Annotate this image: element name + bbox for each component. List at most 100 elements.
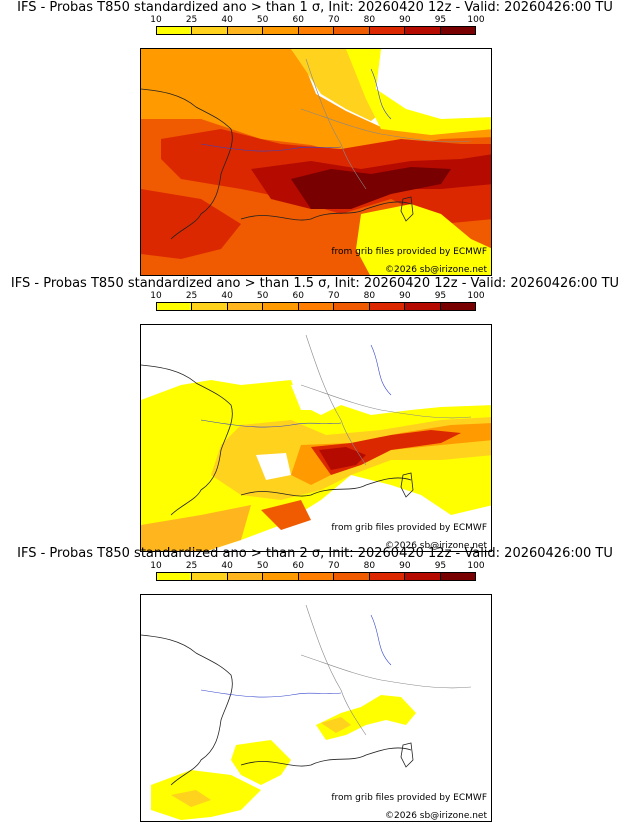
scale-tick-label: 25 [185,561,198,571]
corsica [400,472,414,498]
field-gold-alps [321,717,351,733]
scale-tick-label: 60 [292,15,304,25]
scale-segment [369,27,406,34]
border [305,58,367,190]
corsica [400,196,414,222]
data-credit: from grib files provided by ECMWF [331,247,487,257]
scale-tick-label: 40 [221,561,233,571]
scale-bar [156,302,476,311]
scale-tick-label: 100 [467,15,485,25]
scale-tick-label: 50 [256,15,269,25]
border-2 [300,654,472,689]
scale-bar [156,26,476,35]
scale-ticks: 10 25 40 50 60 70 80 90 95 100 [150,15,484,26]
river-2 [370,614,392,666]
color-scale: 10 25 40 50 60 70 80 90 95 100 [150,15,485,40]
scale-tick-label: 100 [467,561,485,571]
data-credit: from grib files provided by ECMWF [331,793,487,803]
scale-segment [227,27,264,34]
scale-segment [298,573,335,580]
field-darkred [319,447,366,470]
scale-segment [369,573,406,580]
scale-segment [440,573,475,580]
scale-segment [334,573,370,580]
scale-segment [263,27,299,34]
scale-tick-label: 100 [467,291,485,301]
scale-tick-label: 70 [328,15,340,25]
coastline [141,88,233,240]
scale-tick-label: 10 [150,291,162,301]
panel-title: IFS - Probas T850 standardized ano > tha… [17,0,613,15]
scale-tick-label: 95 [434,291,447,301]
scale-segment [405,303,441,310]
river-2 [370,344,392,396]
river [200,143,342,152]
field-yellow-east [346,49,491,135]
scale-segment [157,303,193,310]
hole-white [256,453,291,480]
border [305,334,367,466]
coastline-med [240,477,412,497]
coastline-med [240,747,412,767]
scale-segment [227,573,264,580]
scale-segment [192,27,228,34]
color-scale: 10 25 40 50 60 70 80 90 95 100 [150,291,485,316]
scale-segment [405,27,441,34]
panel-title: IFS - Probas T850 standardized ano > tha… [10,276,620,291]
field-gold-sw [171,790,211,807]
scale-segment [440,27,475,34]
scale-tick-label: 95 [434,15,447,25]
probability-map: from grib files provided by ECMWF ©2026 … [140,594,492,822]
river-2 [370,68,392,120]
scale-tick-label: 50 [256,291,269,301]
coastline [141,634,233,786]
hole-white-2 [291,380,321,410]
scale-tick-label: 60 [292,291,304,301]
scale-segment [298,27,335,34]
scale-tick-label: 25 [185,15,198,25]
color-scale: 10 25 40 50 60 70 80 90 95 100 [150,561,485,586]
field-gold-south [141,505,251,551]
scale-tick-label: 70 [328,561,340,571]
corsica [400,742,414,768]
copyright: ©2026 sb@irizone.net [385,265,487,275]
scale-segment [192,303,228,310]
probability-map: from grib files provided by ECMWF ©2026 … [140,48,492,276]
panel-title: IFS - Probas T850 standardized ano > tha… [17,546,613,561]
field-yellow-south [356,204,491,275]
scale-tick-label: 60 [292,561,304,571]
scale-ticks: 10 25 40 50 60 70 80 90 95 100 [150,561,484,572]
field-red-south [261,500,311,530]
scale-tick-label: 50 [256,561,269,571]
scale-segment [263,303,299,310]
scale-tick-label: 95 [434,561,447,571]
scale-segment [227,303,264,310]
scale-segment [157,27,193,34]
scale-segment [334,303,370,310]
copyright: ©2026 sb@irizone.net [385,811,487,821]
scale-tick-label: 80 [363,15,376,25]
probability-map: from grib files provided by ECMWF ©2026 … [140,324,492,552]
scale-segment [298,303,335,310]
scale-tick-label: 40 [221,291,233,301]
scale-tick-label: 90 [399,291,411,301]
coastline [141,364,233,516]
scale-ticks: 10 25 40 50 60 70 80 90 95 100 [150,291,484,302]
panel-1.5sigma: IFS - Probas T850 standardized ano > tha… [0,276,630,552]
scale-segment [263,573,299,580]
data-credit: from grib files provided by ECMWF [331,523,487,533]
scale-tick-label: 10 [150,561,162,571]
field-yellow-north [291,49,386,121]
field-yellow-spain [231,740,291,785]
scale-tick-label: 80 [363,561,376,571]
scale-bar [156,572,476,581]
scale-tick-label: 10 [150,15,162,25]
river [200,689,342,698]
scale-segment [334,27,370,34]
scale-tick-label: 90 [399,15,411,25]
scale-tick-label: 70 [328,291,340,301]
scale-tick-label: 40 [221,15,233,25]
field-maroon [291,167,451,209]
panel-1sigma: IFS - Probas T850 standardized ano > tha… [0,0,630,276]
scale-segment [369,303,406,310]
